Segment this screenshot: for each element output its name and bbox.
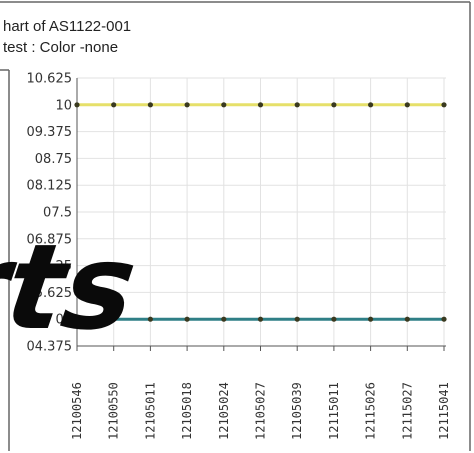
y-tick-label: 05.625 <box>27 286 73 301</box>
data-point <box>441 102 447 108</box>
data-point <box>294 102 300 108</box>
data-point <box>74 316 80 322</box>
data-point <box>74 102 80 108</box>
data-point <box>221 102 227 108</box>
watermark-text: rts <box>0 219 144 356</box>
data-point <box>404 102 410 108</box>
y-tick-label: 05 <box>55 313 72 328</box>
data-point <box>257 316 264 322</box>
x-tick-label: 12115011 <box>327 382 341 440</box>
x-tick-label: 12105011 <box>143 382 157 440</box>
data-point <box>368 316 374 322</box>
data-point <box>294 316 300 322</box>
data-point <box>184 102 190 108</box>
y-axis-ticks: 10.625 10 09.375 08.75 08.125 07.5 06.875 06.25… <box>27 72 73 355</box>
x-tick-label: 12100550 <box>107 382 121 440</box>
chart-title: hart of AS1122-001 <box>3 18 131 35</box>
data-point <box>441 316 447 322</box>
data-point <box>111 102 117 108</box>
y-tick-label: 06.875 <box>27 232 73 247</box>
data-point <box>331 102 337 108</box>
data-point <box>147 102 153 108</box>
axes <box>76 78 446 351</box>
chart-subtitle: test : Color -none <box>3 39 118 56</box>
y-tick-label: 08.75 <box>35 152 72 167</box>
data-point <box>184 316 190 322</box>
y-tick-label: 06.25 <box>35 259 72 274</box>
x-tick-label: 12115041 <box>437 382 451 440</box>
data-point <box>404 316 410 322</box>
data-point <box>257 102 264 108</box>
y-tick-label: 08.125 <box>27 179 73 194</box>
data-point <box>111 316 117 322</box>
x-tick-label: 12105027 <box>254 382 268 440</box>
x-tick-label: 12105039 <box>290 382 304 440</box>
y-tick-label: 10 <box>55 98 72 113</box>
data-point <box>147 316 153 322</box>
x-tick-label: 12105024 <box>217 382 231 440</box>
data-point <box>368 102 374 108</box>
data-point <box>221 316 227 322</box>
x-axis-ticks: 12100546 12100550 12105011 12105018 12105024… <box>70 382 451 440</box>
y-tick-label: 04.375 <box>27 340 73 355</box>
series <box>74 102 447 322</box>
y-tick-label: 10.625 <box>27 72 73 87</box>
x-tick-label: 12100546 <box>70 382 84 440</box>
x-tick-label: 12115026 <box>364 382 378 440</box>
x-tick-label: 12105018 <box>180 382 194 440</box>
y-tick-label: 07.5 <box>43 206 72 221</box>
grid <box>76 77 446 347</box>
x-tick-label: 12115027 <box>400 382 414 440</box>
y-tick-label: 09.375 <box>27 125 73 140</box>
data-point <box>331 316 337 322</box>
